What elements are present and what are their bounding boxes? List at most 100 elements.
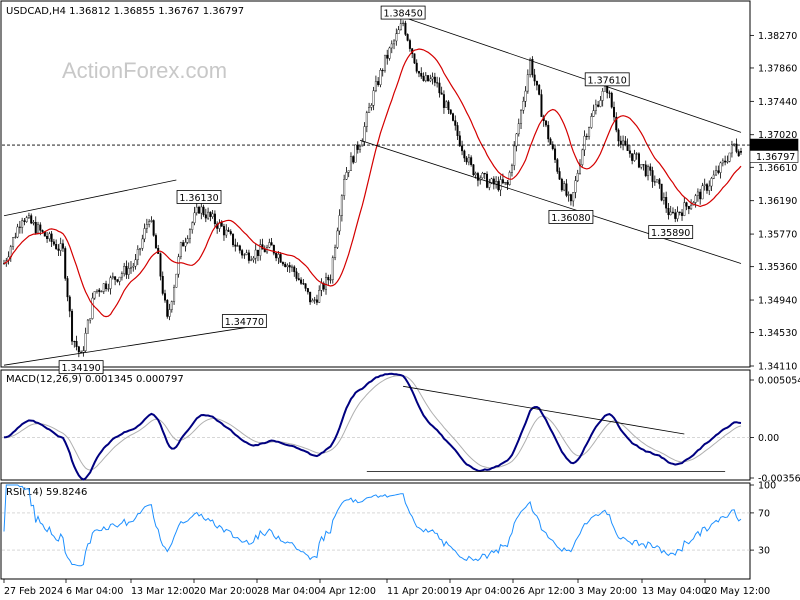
x-tick-label: 13 May 04:00 [642, 586, 707, 597]
annotation-label: 1.34770 [225, 317, 264, 328]
candle-body [549, 138, 552, 145]
candle-body [120, 273, 123, 278]
candle-body [631, 153, 634, 161]
candle-body [594, 104, 597, 111]
candle-body [603, 85, 606, 92]
candle-body [445, 101, 448, 108]
candle-body [678, 211, 681, 213]
price-tick-label: 1.35360 [758, 262, 797, 273]
candle-body [150, 220, 153, 222]
candle-body [250, 259, 253, 261]
candle-body [290, 266, 293, 268]
candle-body [143, 228, 146, 240]
trendline [402, 16, 742, 133]
candle-body [454, 120, 457, 126]
candle-body [161, 276, 164, 294]
candle-body [152, 220, 155, 236]
candle-body [68, 296, 71, 312]
candle-body [456, 125, 459, 136]
price-tick-label: 1.34940 [758, 296, 797, 307]
candle-body [667, 207, 670, 216]
candle-body [381, 70, 384, 72]
candle-body [710, 178, 713, 187]
price-tick-label: 1.38270 [758, 31, 797, 42]
candle-body [438, 82, 441, 94]
candle-body [241, 250, 244, 256]
candle-body [57, 248, 60, 251]
x-tick-label: 28 Mar 04:00 [257, 586, 320, 597]
candle-body [592, 110, 595, 117]
candle-body [340, 195, 343, 216]
candle-body [576, 172, 579, 181]
candle-body [236, 245, 239, 247]
candle-body [547, 124, 550, 140]
candle-body [311, 300, 314, 303]
candle-body [690, 204, 693, 210]
candle-body [55, 244, 58, 250]
candle-body [111, 276, 114, 279]
candle-body [207, 211, 210, 219]
candle-body [200, 206, 203, 214]
candle-body [352, 156, 355, 163]
price-tick-label: 1.35770 [758, 230, 797, 241]
candle-body [245, 252, 248, 255]
candle-body [46, 236, 49, 239]
candle-body [565, 183, 568, 196]
candle-body [365, 112, 368, 127]
candle-body [170, 301, 173, 310]
x-tick-label: 19 Apr 04:00 [450, 586, 512, 597]
candle-body [109, 277, 112, 289]
candle-body [517, 123, 520, 135]
candle-body [374, 81, 377, 91]
candle-body [701, 185, 704, 200]
candle-body [465, 157, 468, 163]
candle-body [601, 90, 604, 101]
candle-body [288, 265, 291, 268]
candle-body [179, 242, 182, 257]
candle-body [406, 34, 409, 41]
candle-body [719, 162, 722, 173]
candle-body [413, 53, 416, 64]
candle-body [268, 242, 271, 248]
candle-body [64, 248, 67, 279]
candle-body [202, 206, 205, 215]
candle-body [476, 173, 479, 181]
candle-body [501, 179, 504, 184]
annotation-label: 1.38450 [383, 9, 422, 20]
candle-body [665, 197, 668, 209]
candle-body [71, 310, 74, 342]
price-box-label: 1.36890 [756, 141, 795, 152]
candle-body [370, 105, 373, 108]
candle-body [73, 341, 76, 343]
macd-tick-label: 0.00 [758, 433, 779, 444]
moving-average-line [3, 48, 742, 318]
candle-body [599, 100, 602, 107]
candle-body [129, 266, 132, 269]
candle-body [263, 249, 266, 253]
candle-body [334, 247, 337, 258]
macd-tick-label: -0.003569 [758, 474, 800, 485]
candle-body [588, 127, 591, 137]
candle-body [572, 192, 575, 202]
price-tick-label: 1.36190 [758, 196, 797, 207]
candle-body [660, 183, 663, 201]
candle-body [25, 217, 28, 222]
candle-body [222, 226, 225, 236]
x-tick-label: 20 Mar 20:00 [194, 586, 257, 597]
candle-body [531, 59, 534, 76]
candle-body [481, 173, 484, 179]
candle-body [637, 153, 640, 168]
candle-body [624, 140, 627, 145]
candle-body [338, 215, 341, 232]
candle-body [449, 109, 452, 114]
candle-body [740, 151, 743, 153]
candle-body [590, 116, 593, 128]
candle-body [619, 140, 622, 145]
annotation-box [584, 72, 630, 87]
candle-body [506, 181, 509, 185]
candle-body [585, 135, 588, 137]
candle-body [583, 135, 586, 151]
candle-body [105, 283, 108, 290]
rsi-title: RSI(14) 59.8246 [6, 487, 87, 498]
